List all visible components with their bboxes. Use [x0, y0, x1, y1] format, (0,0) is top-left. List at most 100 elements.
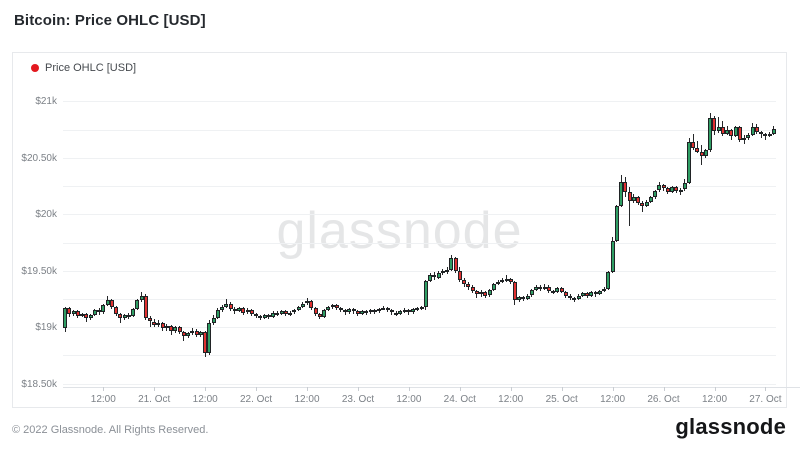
- candle-down: [258, 315, 263, 319]
- candle-down: [512, 282, 517, 301]
- candle-up: [305, 301, 310, 304]
- candle-up: [589, 292, 594, 296]
- candle-up: [164, 326, 169, 329]
- candle-down: [160, 322, 165, 329]
- candle-up: [771, 128, 776, 135]
- candle-up: [92, 310, 97, 315]
- candle-wick: [696, 140, 698, 154]
- x-axis-label: 24. Oct: [443, 394, 476, 405]
- candle-up: [479, 292, 484, 295]
- candle-down: [249, 310, 254, 314]
- candle-down: [75, 311, 80, 316]
- candle-down: [551, 291, 556, 294]
- candle-wick: [760, 130, 762, 138]
- candle-up: [411, 309, 416, 313]
- gridline: [63, 129, 776, 131]
- x-axis-tick: [459, 387, 461, 391]
- candle-up: [71, 311, 76, 314]
- candle-up: [377, 309, 382, 312]
- candle-down: [228, 303, 233, 310]
- candle-down: [275, 312, 280, 315]
- candle-up: [131, 309, 136, 316]
- x-axis-label: 12:00: [396, 394, 422, 405]
- candle-down: [372, 310, 377, 313]
- candle-up: [708, 118, 713, 150]
- x-axis-label: 12:00: [498, 394, 524, 405]
- x-axis-tick: [612, 387, 614, 391]
- candle-up: [606, 271, 611, 289]
- x-axis-tick: [765, 387, 767, 391]
- x-axis-tick: [408, 387, 410, 391]
- y-axis-label: $18.50k: [21, 378, 57, 390]
- candle-down: [266, 314, 271, 318]
- candle-down: [126, 314, 131, 317]
- candle-up: [703, 150, 708, 156]
- candle-up: [207, 322, 212, 354]
- candle-up: [555, 287, 560, 293]
- x-axis-tick: [510, 387, 512, 391]
- candle-down: [474, 291, 479, 295]
- candle-up: [610, 241, 615, 272]
- legend-item-price-ohlc[interactable]: Price OHLC [USD]: [31, 62, 136, 74]
- candle-down: [546, 286, 551, 291]
- candle-down: [84, 313, 89, 319]
- candle-down: [466, 284, 471, 287]
- candle-up: [139, 295, 144, 301]
- footer-copyright: © 2022 Glassnode. All Rights Reserved.: [12, 424, 209, 436]
- candle-up: [445, 269, 450, 272]
- candle-up: [105, 300, 110, 305]
- candle-down: [563, 292, 568, 296]
- candle-down: [114, 306, 119, 314]
- x-axis-label: 12:00: [294, 394, 320, 405]
- candle-up: [657, 184, 662, 191]
- gridline: [63, 214, 776, 216]
- candle-down: [699, 152, 704, 156]
- x-axis-tick: [714, 387, 716, 391]
- candle-down: [712, 118, 717, 131]
- candle-down: [364, 311, 369, 314]
- candle-down: [470, 286, 475, 291]
- candle-up: [326, 306, 331, 311]
- candle-down: [177, 327, 182, 332]
- candle-up: [534, 286, 539, 290]
- candle-down: [309, 301, 314, 308]
- y-axis-label: $19.50k: [21, 265, 57, 277]
- candle-up: [491, 284, 496, 290]
- plot-area: [63, 89, 776, 387]
- candle-up: [398, 311, 403, 314]
- candle-down: [194, 330, 199, 336]
- candle-up: [597, 291, 602, 295]
- x-axis-label: 22. Oct: [239, 394, 273, 405]
- candle-up: [725, 129, 730, 135]
- candle-down: [152, 321, 157, 325]
- candle-up: [122, 314, 127, 319]
- candle-up: [653, 190, 658, 198]
- candle-up: [631, 197, 636, 201]
- candle-wick: [382, 305, 384, 311]
- candle-up: [190, 330, 195, 333]
- candle-wick: [629, 187, 631, 226]
- x-axis-tick: [256, 387, 258, 391]
- candle-up: [360, 311, 365, 314]
- candle-up: [63, 308, 68, 329]
- candle-up: [402, 310, 407, 313]
- candle-down: [462, 279, 467, 285]
- candle-up: [487, 289, 492, 296]
- candle-down: [453, 258, 458, 271]
- x-axis-tick: [205, 387, 207, 391]
- gridline: [63, 242, 776, 244]
- x-axis-tick: [103, 387, 105, 391]
- candle-down: [627, 191, 632, 201]
- gridline: [63, 186, 776, 188]
- candle-down: [559, 287, 564, 293]
- candle-up: [368, 310, 373, 313]
- candle-down: [623, 181, 628, 192]
- candle-up: [186, 332, 191, 337]
- x-axis-label: 26. Oct: [647, 394, 680, 405]
- candle-up: [767, 134, 772, 137]
- candle-down: [343, 310, 348, 313]
- gridline: [63, 101, 776, 103]
- candle-wick: [743, 135, 745, 145]
- candle-up: [525, 295, 530, 299]
- candle-up: [322, 310, 326, 317]
